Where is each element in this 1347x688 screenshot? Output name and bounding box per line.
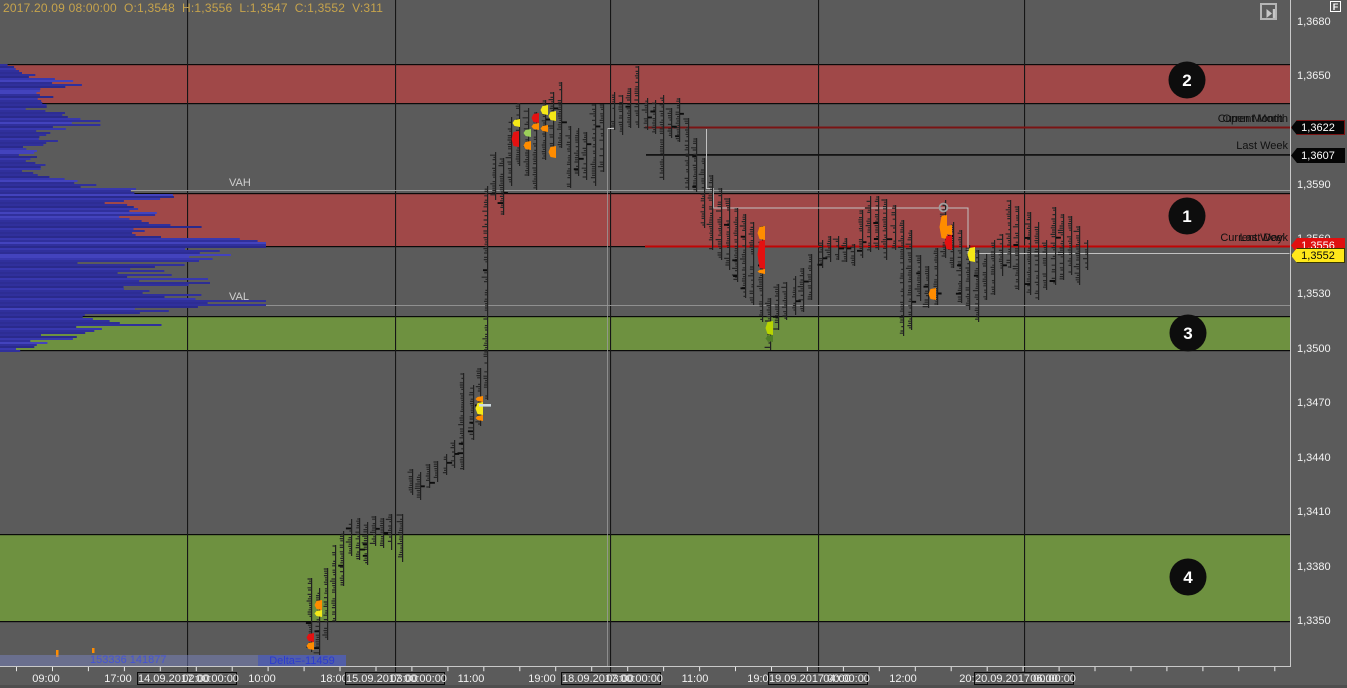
svg-text:4: 4	[1183, 568, 1193, 587]
svg-text:3: 3	[1183, 324, 1192, 343]
svg-text:1: 1	[1182, 207, 1191, 226]
svg-text:2: 2	[1182, 71, 1191, 90]
